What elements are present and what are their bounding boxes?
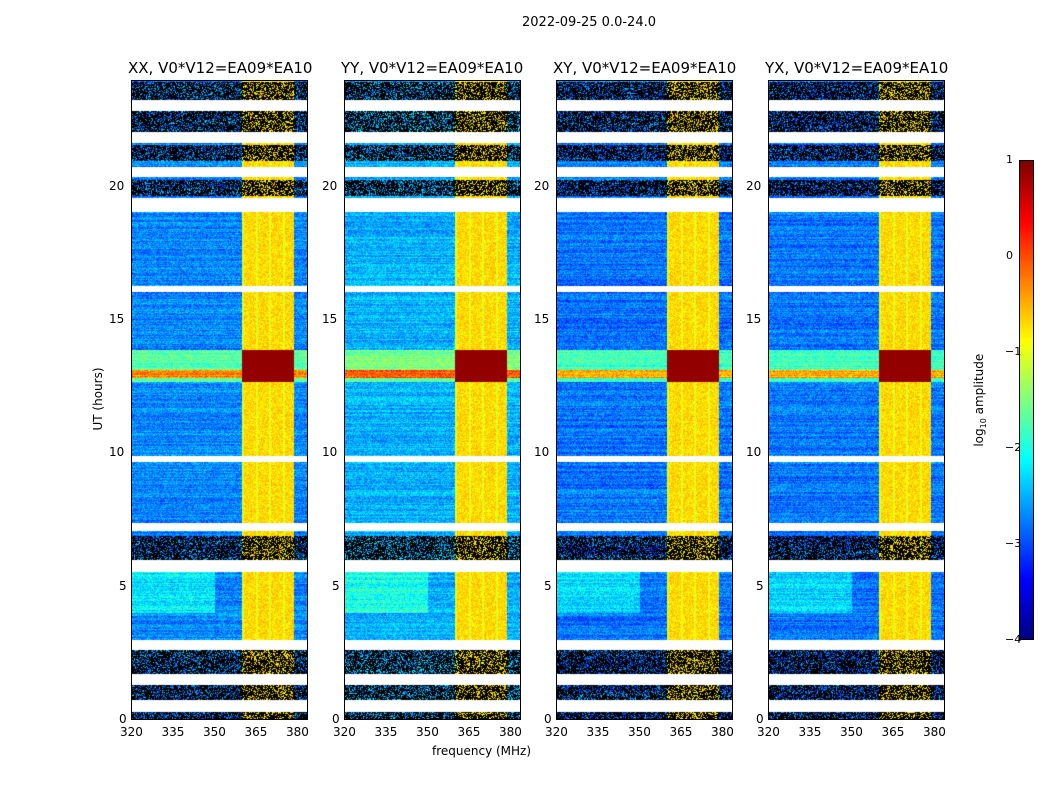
y-tick-label: 20 bbox=[322, 178, 338, 193]
x-tick-label: 365 bbox=[244, 725, 268, 739]
y-tick-label: 15 bbox=[746, 312, 762, 326]
x-tick-label: 380 bbox=[710, 725, 734, 739]
colorbar-tick-label: −2 bbox=[1005, 441, 1022, 454]
spectrogram-panel bbox=[556, 80, 733, 720]
y-tick-label: 10 bbox=[746, 445, 762, 460]
y-tick-label: 5 bbox=[756, 578, 764, 593]
spectrogram-panel bbox=[344, 80, 521, 720]
panel-title: YX, V0*V12=EA09*EA10 bbox=[765, 59, 949, 77]
y-tick-label: 20 bbox=[534, 178, 550, 193]
x-tick-label: 335 bbox=[586, 725, 610, 739]
x-axis-label: frequency (MHz) bbox=[432, 744, 532, 758]
figure-title: 2022-09-25 0.0-24.0 bbox=[522, 15, 656, 30]
x-tick-label: 365 bbox=[881, 725, 905, 739]
y-tick-label: 5 bbox=[544, 578, 552, 593]
y-tick-label: 20 bbox=[746, 178, 762, 193]
heatmap-image bbox=[345, 81, 520, 719]
x-tick-label: 350 bbox=[415, 725, 439, 739]
y-tick-label: 15 bbox=[534, 312, 550, 326]
x-tick-label: 320 bbox=[120, 725, 143, 739]
y-tick-label: 10 bbox=[322, 445, 338, 460]
x-tick-label: 335 bbox=[374, 725, 398, 739]
colorbar-tick-label: −1 bbox=[1005, 345, 1022, 358]
x-tick-label: 380 bbox=[498, 725, 522, 739]
colorbar-label: log10 amplitude bbox=[971, 353, 989, 447]
y-tick-label: 5 bbox=[332, 578, 340, 593]
y-tick-label: 15 bbox=[322, 312, 338, 326]
panel-title: XX, V0*V12=EA09*EA10 bbox=[128, 59, 313, 77]
x-tick-label: 320 bbox=[757, 725, 780, 739]
x-tick-label: 335 bbox=[161, 725, 185, 739]
x-tick-label: 380 bbox=[922, 725, 946, 739]
y-tick-label: 0 bbox=[544, 712, 552, 726]
y-tick-label: 0 bbox=[119, 712, 127, 726]
x-tick-label: 365 bbox=[457, 725, 481, 739]
y-axis-label: UT (hours) bbox=[91, 367, 105, 431]
colorbar-tick-label: 0 bbox=[1006, 249, 1013, 262]
y-tick-label: 10 bbox=[109, 445, 125, 460]
y-tick-label: 0 bbox=[756, 712, 764, 726]
heatmap-image bbox=[557, 81, 732, 719]
colorbar bbox=[1019, 160, 1034, 640]
x-tick-label: 335 bbox=[798, 725, 822, 739]
y-tick-label: 15 bbox=[109, 312, 125, 326]
x-tick-label: 350 bbox=[839, 725, 863, 739]
spectrogram-panel bbox=[131, 80, 308, 720]
colorbar-tick-label: −4 bbox=[1005, 633, 1022, 646]
colorbar-tick-label: −3 bbox=[1005, 537, 1022, 550]
y-tick-label: 5 bbox=[119, 578, 127, 593]
panel-title: XY, V0*V12=EA09*EA10 bbox=[553, 59, 737, 77]
spectrogram-panel bbox=[768, 80, 945, 720]
panel-title: YY, V0*V12=EA09*EA10 bbox=[341, 59, 524, 77]
heatmap-image bbox=[769, 81, 944, 719]
heatmap-image bbox=[132, 81, 307, 719]
y-tick-label: 20 bbox=[109, 178, 125, 193]
x-tick-label: 365 bbox=[669, 725, 693, 739]
x-tick-label: 350 bbox=[627, 725, 651, 739]
x-tick-label: 350 bbox=[202, 725, 226, 739]
x-tick-label: 320 bbox=[333, 725, 356, 739]
y-tick-label: 10 bbox=[534, 445, 550, 460]
colorbar-tick-label: 1 bbox=[1006, 153, 1013, 166]
x-tick-label: 380 bbox=[285, 725, 309, 739]
y-tick-label: 0 bbox=[332, 712, 340, 726]
x-tick-label: 320 bbox=[545, 725, 568, 739]
